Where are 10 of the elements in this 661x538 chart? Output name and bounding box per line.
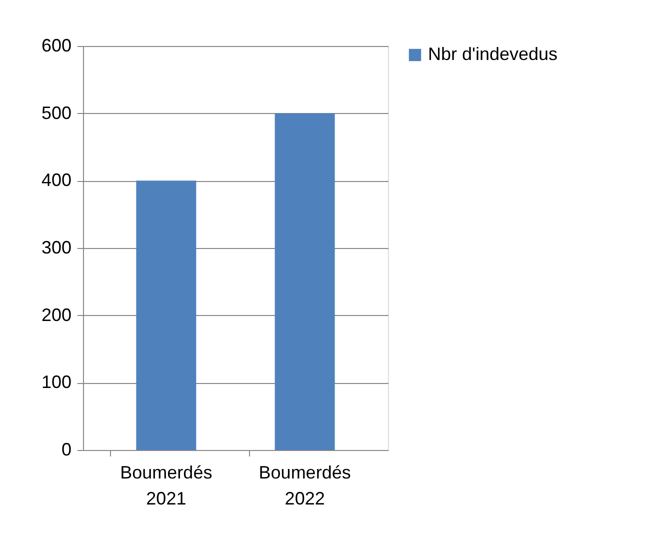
y-tick-label: 400	[41, 170, 72, 190]
y-tick-label: 0	[61, 440, 72, 460]
y-tick-label: 500	[41, 102, 72, 123]
x-tick-label: Boumerdés 2021	[120, 462, 212, 508]
y-tick-label: 300	[41, 238, 72, 258]
legend-label: Nbr d'indevedus	[428, 44, 558, 64]
x-tick-label: Boumerdés 2022	[258, 462, 351, 508]
y-tick-label: 600	[41, 36, 72, 56]
y-tick-label: 200	[41, 304, 72, 325]
y-tick-label: 100	[41, 372, 72, 392]
